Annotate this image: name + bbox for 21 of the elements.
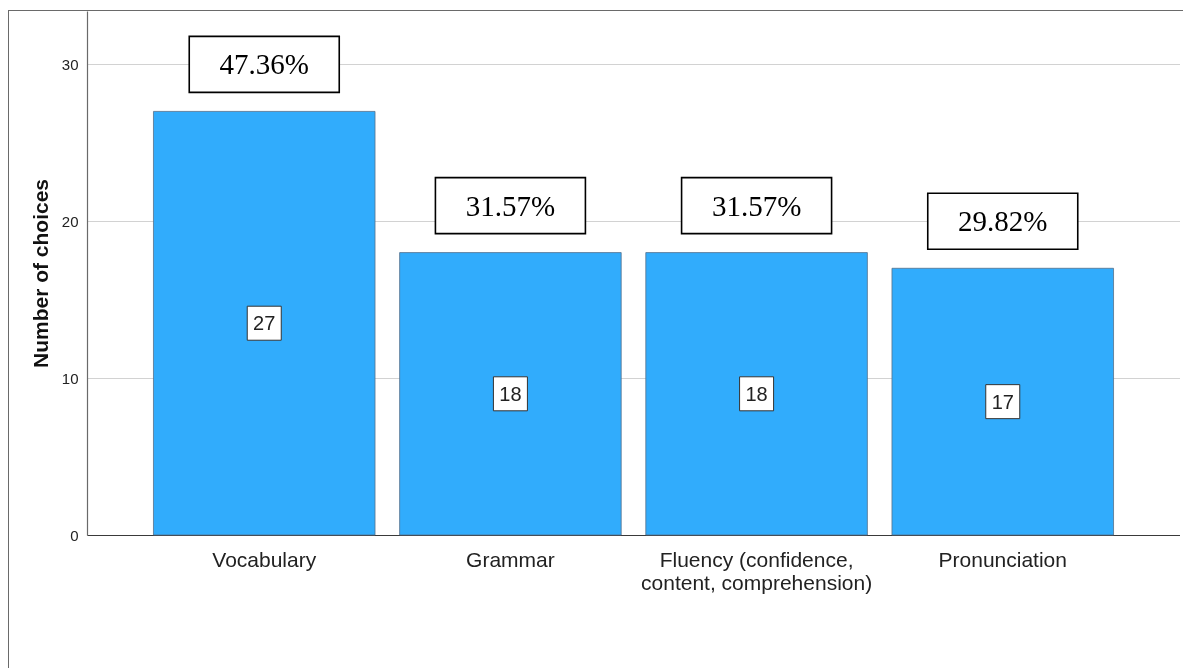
annotation: 47.36%: [219, 48, 309, 81]
data-label: 18: [499, 382, 522, 405]
annotation: 31.57%: [711, 189, 802, 222]
bar: [399, 252, 622, 536]
y-axis-title: Number of choices: [28, 178, 52, 369]
data-label: 18: [745, 382, 768, 405]
x-tick-label: Vocabulary: [212, 547, 317, 571]
data-label: 27: [253, 312, 276, 335]
data-label: 17: [991, 390, 1014, 413]
x-tick-label: Grammar: [466, 547, 555, 571]
bar: [891, 267, 1114, 536]
x-tick-label: Fluency (confidence, content, comprehension): [641, 547, 873, 594]
y-tick-label: 0: [70, 526, 79, 544]
annotation: 31.57%: [465, 189, 556, 222]
annotation: 29.82%: [958, 205, 1048, 238]
y-tick-label: 10: [61, 369, 79, 387]
y-tick-label: 30: [61, 55, 79, 73]
bar: [153, 111, 376, 536]
x-tick-label: Pronunciation: [938, 547, 1067, 571]
y-tick-label: 20: [61, 212, 79, 230]
bar: [645, 252, 868, 536]
